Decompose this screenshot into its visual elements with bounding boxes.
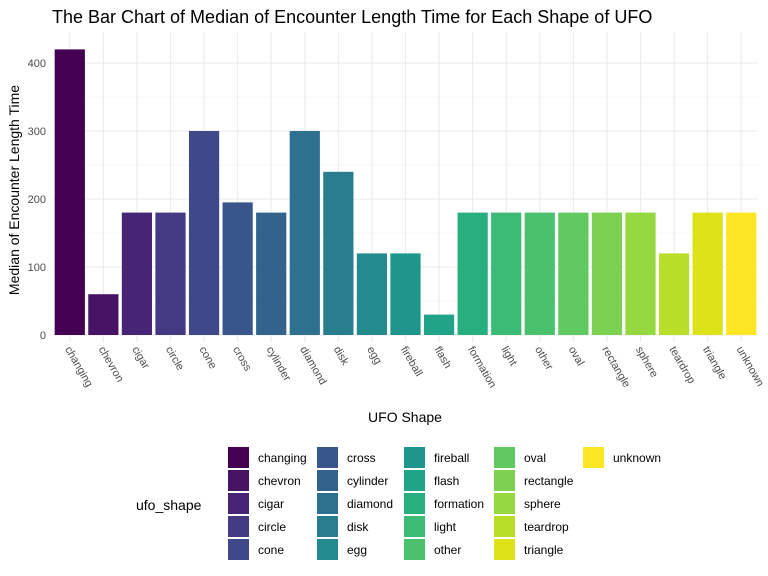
legend-label-cylinder: cylinder [347, 474, 388, 488]
legend-swatch-chevron [228, 470, 249, 491]
legend-label-other: other [434, 543, 461, 557]
x-tick-label: rectangle [599, 345, 632, 390]
legend-swatch-formation [404, 493, 425, 514]
chart-title: The Bar Chart of Median of Encounter Len… [52, 7, 652, 27]
legend-swatch-circle [228, 516, 249, 537]
legend-label-changing: changing [258, 451, 307, 465]
legend-swatch-changing [228, 447, 249, 468]
x-tick-label: cigar [129, 345, 151, 372]
x-tick-label: other [532, 345, 555, 373]
bar-cone [188, 131, 220, 335]
legend-title: ufo_shape [136, 497, 202, 513]
bar-sphere [625, 212, 656, 335]
x-tick-label: sphere [633, 345, 660, 380]
legend-swatch-teardrop [494, 516, 515, 537]
legend-label-flash: flash [434, 474, 459, 488]
x-axis-title: UFO Shape [368, 409, 442, 425]
x-tick-label: teardrop [666, 345, 697, 386]
legend-label-disk: disk [347, 520, 369, 534]
legend-label-formation: formation [434, 497, 484, 511]
legend-swatch-flash [404, 470, 425, 491]
bar-teardrop [658, 253, 690, 335]
legend-label-light: light [434, 520, 457, 534]
x-tick-label: triangle [700, 345, 728, 382]
bar-disk [323, 171, 354, 335]
legend-label-sphere: sphere [524, 497, 561, 511]
x-tick-label: formation [465, 345, 498, 391]
x-tick-label: cylinder [264, 345, 294, 384]
x-tick-label: circle [163, 345, 186, 373]
bar-egg [356, 253, 388, 335]
x-tick-label: chevron [96, 345, 126, 385]
bar-rectangle [591, 212, 623, 335]
legend-label-cross: cross [347, 451, 376, 465]
legend-swatch-fireball [404, 447, 425, 468]
legend-items: changing chevron cigar circle cone cross cylin… [228, 447, 661, 560]
x-tick-label: unknown [734, 345, 766, 389]
x-tick-label: changing [62, 345, 95, 390]
legend-label-rectangle: rectangle [524, 474, 574, 488]
bar-chevron [88, 294, 119, 335]
legend-swatch-rectangle [494, 470, 515, 491]
legend-label-triangle: triangle [524, 543, 564, 557]
legend-label-cone: cone [258, 543, 284, 557]
bar-oval [558, 212, 589, 335]
bar-triangle [692, 212, 723, 335]
bar-cylinder [256, 212, 287, 335]
legend-swatch-cross [317, 447, 338, 468]
x-tick-label: cone [196, 345, 218, 372]
y-axis-title: Median of Encounter Length Time [6, 85, 22, 295]
legend-swatch-unknown [583, 447, 604, 468]
legend-swatch-sphere [494, 493, 515, 514]
x-tick-label: cross [230, 345, 254, 374]
legend-label-egg: egg [347, 543, 367, 557]
legend-label-diamond: diamond [347, 497, 393, 511]
bar-flash [423, 314, 455, 335]
x-tick-label: flash [431, 345, 453, 371]
legend-swatch-disk [317, 516, 338, 537]
legend-swatch-other [404, 539, 425, 560]
legend-swatch-triangle [494, 539, 515, 560]
bar-changing [54, 49, 85, 336]
legend-label-chevron: chevron [258, 474, 301, 488]
legend-swatch-cigar [228, 493, 249, 514]
legend: ufo_shape changing chevron cigar circle cone… [136, 447, 661, 560]
legend-label-oval: oval [524, 451, 546, 465]
bar-unknown [726, 212, 757, 335]
x-tick-label: egg [364, 345, 384, 367]
bar-light [491, 212, 522, 335]
legend-swatch-light [404, 516, 425, 537]
legend-swatch-diamond [317, 493, 338, 514]
x-tick-label: oval [566, 345, 586, 368]
x-tick-label: diamond [297, 345, 328, 388]
bar-other [524, 212, 555, 335]
y-tick-label: 100 [28, 262, 46, 274]
legend-label-circle: circle [258, 520, 286, 534]
bar-cigar [121, 212, 153, 335]
legend-label-unknown: unknown [613, 451, 661, 465]
legend-swatch-cylinder [317, 470, 338, 491]
y-axis-ticks: 0 100 200 300 400 [28, 58, 46, 342]
legend-label-teardrop: teardrop [524, 520, 569, 534]
x-axis-ticks: changing chevron cigar circle cone cross cylin… [62, 345, 766, 391]
y-tick-label: 400 [28, 58, 46, 70]
x-tick-label: fireball [398, 345, 425, 379]
bar-fireball [390, 253, 421, 335]
x-tick-label: light [499, 345, 519, 368]
legend-label-cigar: cigar [258, 497, 284, 511]
y-tick-label: 300 [28, 126, 46, 138]
legend-swatch-egg [317, 539, 338, 560]
y-tick-label: 200 [28, 194, 46, 206]
bar-formation [457, 212, 488, 335]
bar-cross [222, 202, 253, 335]
x-tick-label: disk [331, 345, 351, 368]
legend-swatch-oval [494, 447, 515, 468]
y-tick-label: 0 [40, 330, 46, 342]
bar-circle [155, 212, 186, 335]
bars [54, 49, 757, 336]
legend-swatch-cone [228, 539, 249, 560]
legend-label-fireball: fireball [434, 451, 469, 465]
bar-diamond [289, 131, 320, 335]
